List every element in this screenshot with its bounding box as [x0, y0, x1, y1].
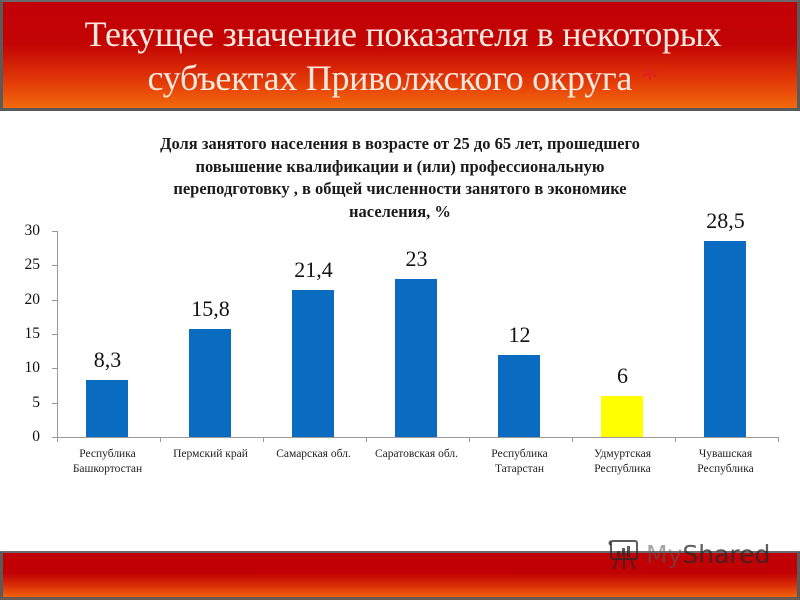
- bar-value-label: 6: [617, 362, 628, 388]
- category-label: Чувашская Республика: [674, 447, 777, 476]
- header-banner: Текущее значение показателя в некоторых …: [0, 0, 800, 111]
- bar-value-label: 28,5: [706, 208, 745, 234]
- watermark-text-shared: Shared: [682, 539, 771, 569]
- bar: [704, 241, 746, 437]
- category-label: Пермский край: [159, 447, 262, 462]
- x-tick-mark: [675, 437, 676, 442]
- category-label: Республика Татарстан: [468, 447, 571, 476]
- y-axis: [57, 231, 58, 438]
- y-tick-mark: [52, 368, 57, 370]
- x-tick-mark: [572, 437, 573, 442]
- category-label-line: Пермский край: [173, 448, 248, 460]
- slide-title: Текущее значение показателя в некоторых …: [3, 12, 800, 100]
- x-tick-mark: [778, 437, 779, 442]
- chart-title-line: населения, %: [349, 201, 451, 221]
- y-tick-mark: [52, 334, 57, 335]
- category-label-line: Республика: [491, 448, 548, 460]
- bar: [292, 290, 334, 437]
- chart-title-line: переподготовку , в общей численности зан…: [173, 179, 627, 198]
- chart-title: Доля занятого населения в возрасте от 25…: [95, 133, 705, 223]
- category-label-line: Республика: [79, 448, 136, 460]
- x-tick-mark: [366, 437, 367, 442]
- category-label-line: Татарстан: [494, 462, 545, 475]
- bar: [395, 279, 437, 437]
- bar-value-label: 15,8: [191, 295, 230, 321]
- presentation-board-icon: [608, 540, 638, 570]
- x-axis: [57, 437, 778, 438]
- category-label-line: Башкортостан: [72, 462, 143, 475]
- chart-title-line: Доля занятого населения в возрасте от 25…: [160, 134, 640, 153]
- category-label: Республика Башкортостан: [56, 447, 159, 476]
- y-tick-mark: [52, 299, 57, 301]
- bar-value-label: 23: [405, 246, 428, 272]
- chart-title-line: повышение квалификации и (или) профессио…: [195, 156, 605, 176]
- bar: [189, 328, 231, 437]
- bar-value-label: 8,3: [93, 347, 122, 372]
- category-label-line: Удмуртская: [593, 448, 652, 460]
- y-tick-label: 5: [32, 393, 40, 411]
- category-label-line: Республика: [594, 462, 651, 475]
- y-tick-label: 30: [24, 222, 41, 239]
- x-tick-mark: [469, 437, 470, 442]
- category-label-line: Самарская обл.: [276, 448, 351, 460]
- category-label: Самарская обл.: [262, 447, 365, 462]
- category-label-line: Республика: [697, 462, 754, 475]
- y-tick-label: 0: [32, 428, 40, 445]
- x-tick-mark: [160, 437, 161, 442]
- y-tick-label: 25: [24, 256, 41, 274]
- y-tick-label: 20: [24, 290, 41, 308]
- bar-value-label: 21,4: [294, 257, 333, 283]
- y-tick-mark: [52, 265, 57, 267]
- x-tick-mark: [263, 437, 264, 442]
- slide-title-line2: субъектах Приволжского округа *: [147, 58, 659, 98]
- watermark-text-my: My: [646, 539, 683, 569]
- slide-title-line1: Текущее значение показателя в некоторых: [84, 14, 722, 54]
- category-label-line: Чувашская: [698, 448, 753, 460]
- footnote-asterisk: *: [640, 58, 659, 98]
- myshared-watermark: My Shared: [608, 536, 770, 572]
- y-tick-mark: [52, 437, 57, 438]
- y-tick-mark: [52, 231, 57, 232]
- x-tick-mark: [57, 437, 58, 442]
- bar: [601, 395, 643, 437]
- category-label-line: Саратовская обл.: [374, 448, 459, 460]
- y-tick-label: 15: [24, 325, 41, 342]
- footer-banner: [0, 551, 800, 600]
- category-label: Саратовская обл.: [365, 447, 468, 462]
- bar: [86, 380, 128, 437]
- bar-value-label: 12: [508, 321, 531, 347]
- y-tick-label: 10: [24, 359, 41, 377]
- bar: [498, 354, 540, 437]
- category-label: Удмуртская Республика: [571, 447, 674, 476]
- y-tick-mark: [52, 402, 57, 404]
